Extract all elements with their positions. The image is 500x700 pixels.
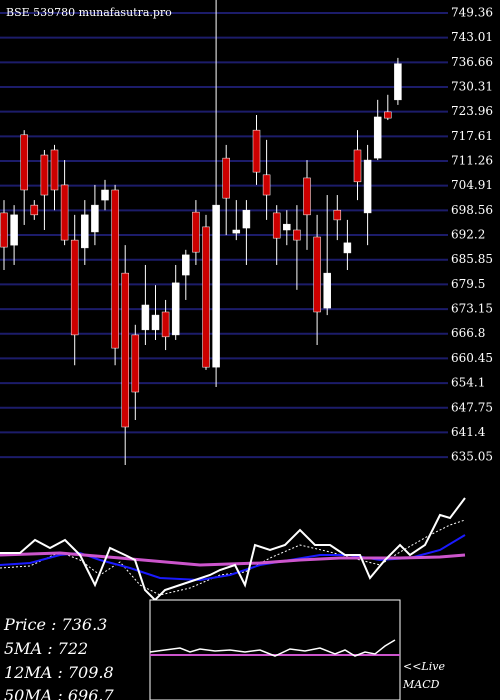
y-tick-label: 654.1 bbox=[451, 376, 485, 390]
macd-box bbox=[149, 599, 401, 700]
candle-body bbox=[81, 214, 89, 249]
tick-label-bg bbox=[448, 77, 500, 96]
candle-body bbox=[60, 184, 69, 241]
candle-body bbox=[91, 204, 99, 233]
candle-body bbox=[262, 174, 271, 196]
tick-label-bg bbox=[448, 398, 500, 417]
candle-body bbox=[131, 334, 140, 393]
y-tick-label: 717.61 bbox=[451, 129, 493, 143]
price-line bbox=[0, 497, 466, 602]
y-tick-label: 704.91 bbox=[451, 178, 493, 192]
candle-body bbox=[384, 111, 392, 119]
candle-body bbox=[101, 189, 109, 201]
y-tick-label: 685.85 bbox=[451, 252, 493, 266]
candle-body bbox=[242, 209, 251, 229]
y-tick-label: 730.31 bbox=[451, 79, 493, 93]
candle-body bbox=[111, 189, 119, 349]
candle-body bbox=[232, 229, 241, 234]
y-tick-label: 743.01 bbox=[451, 30, 493, 44]
ma50-stat: 50MA : 696.7 bbox=[4, 686, 114, 700]
tick-label-bg bbox=[448, 349, 500, 368]
candle-body bbox=[40, 154, 49, 196]
candle-body bbox=[171, 282, 180, 336]
ma5-stat: 5MA : 722 bbox=[4, 639, 88, 658]
tick-label-bg bbox=[448, 374, 500, 393]
tick-label-bg bbox=[448, 300, 500, 319]
candle-body bbox=[151, 314, 160, 331]
y-tick-label: 711.26 bbox=[451, 154, 493, 168]
candle-body bbox=[202, 226, 210, 368]
candle-body bbox=[293, 229, 301, 241]
tick-label-bg bbox=[448, 28, 500, 47]
candle-body bbox=[182, 254, 190, 276]
macd-label: MACD bbox=[402, 678, 440, 691]
y-tick-label: 749.36 bbox=[451, 5, 493, 19]
y-tick-label: 660.45 bbox=[451, 351, 493, 365]
y-tick-label: 673.15 bbox=[451, 302, 493, 316]
grid: 749.36 743.01 736.66 730.31 723.96 717.61 711.… bbox=[0, 3, 500, 467]
candle-body bbox=[70, 239, 79, 336]
candle-body bbox=[222, 157, 230, 199]
candle-body bbox=[353, 149, 362, 183]
candle-body bbox=[394, 63, 402, 101]
candle-body bbox=[30, 204, 39, 216]
candle-body bbox=[141, 304, 150, 331]
candle-body bbox=[343, 242, 352, 254]
price-stat: Price : 736.3 bbox=[3, 615, 107, 634]
live-label: <<Live bbox=[403, 660, 445, 673]
candle-body bbox=[333, 209, 342, 221]
candle-body bbox=[10, 214, 18, 246]
tick-label-bg bbox=[448, 250, 500, 269]
y-tick-label: 679.5 bbox=[451, 277, 485, 291]
y-tick-label: 641.4 bbox=[451, 425, 486, 439]
tick-label-bg bbox=[448, 102, 500, 121]
tick-label-bg bbox=[448, 226, 500, 245]
indicator-panel bbox=[0, 497, 466, 602]
candle-body bbox=[50, 149, 59, 191]
y-tick-label: 666.8 bbox=[451, 326, 485, 340]
candle-body bbox=[121, 272, 129, 428]
candle-body bbox=[20, 134, 28, 191]
tick-label-bg bbox=[448, 53, 500, 72]
tick-label-bg bbox=[448, 152, 500, 171]
tick-label-bg bbox=[448, 324, 500, 343]
candle-body bbox=[363, 159, 372, 214]
chart-title: BSE 539780 munafasutra.pro bbox=[6, 6, 172, 19]
macd-line bbox=[149, 639, 396, 657]
ma12-stat: 12MA : 709.8 bbox=[4, 663, 114, 682]
tick-label-bg bbox=[448, 127, 500, 146]
y-tick-label: 723.96 bbox=[451, 104, 493, 118]
y-tick-label: 635.05 bbox=[451, 450, 493, 464]
tick-label-bg bbox=[448, 448, 500, 467]
candle-body bbox=[192, 211, 200, 253]
y-tick-label: 736.66 bbox=[451, 55, 493, 69]
candle-body bbox=[303, 177, 311, 216]
candle-body bbox=[373, 116, 382, 159]
candle-body bbox=[272, 212, 281, 239]
candle-body bbox=[252, 129, 261, 173]
tick-label-bg bbox=[448, 176, 500, 195]
macd-panel bbox=[149, 599, 401, 700]
y-tick-label: 692.2 bbox=[451, 228, 485, 242]
candle-body bbox=[0, 212, 8, 248]
candle-body bbox=[323, 272, 331, 309]
tick-label-bg bbox=[448, 3, 500, 22]
candles bbox=[0, 0, 402, 466]
candle-body bbox=[283, 223, 291, 231]
y-tick-label: 698.56 bbox=[451, 203, 493, 217]
ma-line-magenta bbox=[0, 551, 466, 567]
tick-label-bg bbox=[448, 201, 500, 220]
candle-body bbox=[313, 236, 321, 313]
y-tick-label: 647.75 bbox=[451, 400, 493, 414]
tick-label-bg bbox=[448, 275, 500, 294]
candle-body bbox=[161, 311, 170, 338]
tick-label-bg bbox=[448, 423, 500, 442]
candle-body bbox=[212, 204, 220, 368]
